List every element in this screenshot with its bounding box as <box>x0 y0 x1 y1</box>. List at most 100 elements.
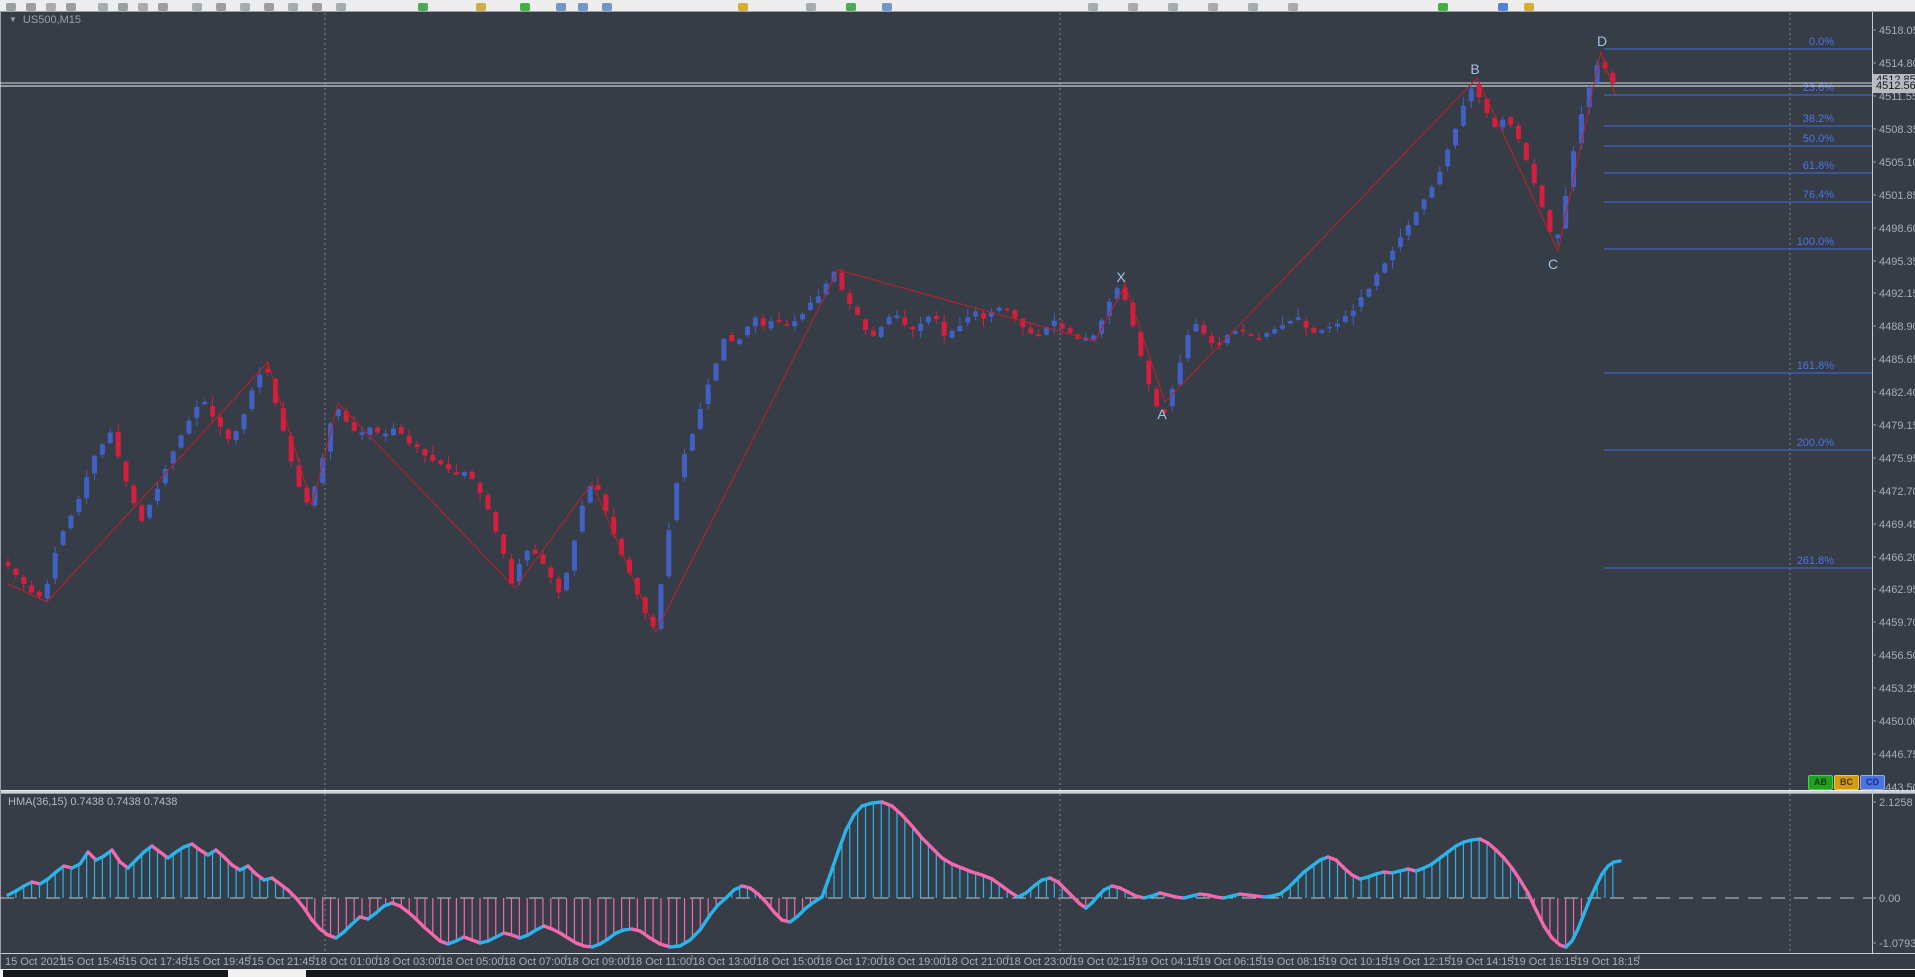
time-axis-label: 15 Oct 17:45 <box>125 956 188 968</box>
candle-body <box>107 432 113 444</box>
candle-body <box>92 455 98 474</box>
hma-line-segment <box>648 936 662 946</box>
candle-body <box>800 314 806 320</box>
toolbar-icon-fragment[interactable] <box>556 3 566 11</box>
toolbar-icon-fragment[interactable] <box>738 3 748 11</box>
price-axis-label: 4462.95 <box>1879 584 1915 596</box>
toolbar-icon-fragment[interactable] <box>288 3 298 11</box>
candle-body <box>682 453 688 478</box>
candle-body <box>1287 321 1293 324</box>
pattern-point-label: A <box>1157 406 1167 422</box>
hma-line-segment <box>1494 848 1506 860</box>
candle-body <box>1358 297 1364 307</box>
candle-body <box>1563 195 1569 229</box>
toolbar-icon-fragment[interactable] <box>46 3 56 11</box>
candle-body <box>60 531 66 545</box>
toolbar-icon-fragment[interactable] <box>1128 3 1138 11</box>
candle-body <box>217 417 223 427</box>
candle-body <box>1319 330 1325 333</box>
hma-line-segment <box>1064 888 1076 900</box>
candle-body <box>406 436 412 444</box>
toolbar-icon-fragment[interactable] <box>882 3 892 11</box>
price-axis-label: 4459.70 <box>1879 617 1915 629</box>
candle-body <box>902 317 908 325</box>
toolbar-icon-fragment[interactable] <box>846 3 856 11</box>
fib-level-label: 50.0% <box>1803 133 1834 145</box>
toolbar-icon-fragment[interactable] <box>418 3 428 11</box>
symbol-timeframe-label[interactable]: ▼ US500,M15 <box>9 14 81 26</box>
toolbar-icon-fragment[interactable] <box>26 3 36 11</box>
clipped-window-block <box>306 970 1915 977</box>
toolbar-icon-fragment[interactable] <box>6 3 16 11</box>
toolbar-icon-fragment[interactable] <box>1498 3 1508 11</box>
toolbar-icon-fragment[interactable] <box>98 3 108 11</box>
candle-body <box>272 378 278 403</box>
toolbar-icon-fragment[interactable] <box>336 3 346 11</box>
toolbar-icon-fragment[interactable] <box>138 3 148 11</box>
toolbar-icon-fragment[interactable] <box>602 3 612 11</box>
candle-body <box>941 321 947 336</box>
hma-line-segment <box>1286 878 1298 890</box>
fib-level-label: 0.0% <box>1809 36 1834 48</box>
hma-line-segment <box>1024 884 1036 895</box>
price-axis-label: 4518.05 <box>1879 25 1915 37</box>
candle-body <box>1114 288 1120 299</box>
candle-body <box>1445 149 1451 167</box>
toolbar-icon-fragment[interactable] <box>1168 3 1178 11</box>
toolbar-icon-fragment[interactable] <box>240 3 250 11</box>
toolbar-icon-fragment[interactable] <box>118 3 128 11</box>
candle-body <box>776 319 782 322</box>
candle-body <box>202 401 208 405</box>
candle-body <box>233 431 239 441</box>
pattern-leg-cd-button[interactable]: CD <box>1860 775 1885 790</box>
toolbar-icon-fragment[interactable] <box>192 3 202 11</box>
toolbar-icon-fragment[interactable] <box>520 3 530 11</box>
candle-body <box>477 483 483 493</box>
toolbar-icon-fragment[interactable] <box>1438 3 1448 11</box>
hma-line-segment <box>990 877 1004 888</box>
toolbar-icon-fragment[interactable] <box>66 3 76 11</box>
toolbar-icon-fragment[interactable] <box>264 3 274 11</box>
candle-body <box>430 454 436 461</box>
candle-body <box>815 296 821 303</box>
hma-line-segment <box>1570 927 1580 943</box>
toolbar-icon-fragment[interactable] <box>476 3 486 11</box>
candle-body <box>666 530 672 577</box>
toolbar-icon-fragment[interactable] <box>158 3 168 11</box>
hma-line-segment <box>222 855 234 867</box>
candle-body <box>1303 321 1309 328</box>
toolbar-icon-fragment[interactable] <box>806 3 816 11</box>
pattern-leg-ab-button[interactable]: AB <box>1808 775 1833 790</box>
price-axis-label: 4505.10 <box>1879 157 1915 169</box>
toolbar-icon-fragment[interactable] <box>312 3 322 11</box>
hma-line-segment <box>960 866 974 874</box>
candle-body <box>823 283 829 295</box>
candle-body <box>99 444 105 455</box>
toolbar-icon-fragment[interactable] <box>1088 3 1098 11</box>
candle-body <box>1043 327 1049 335</box>
time-axis-label: 19 Oct 06:15 <box>1199 956 1262 968</box>
toolbar-icon-fragment[interactable] <box>1248 3 1258 11</box>
candle-body <box>1555 234 1561 239</box>
hma-line-segment <box>708 903 720 917</box>
hma-line-segment <box>126 858 138 870</box>
symbol-dropdown-icon[interactable]: ▼ <box>9 15 17 24</box>
hma-line-segment <box>1294 870 1306 882</box>
toolbar-icon-fragment[interactable] <box>1288 3 1298 11</box>
toolbar-icon-fragment[interactable] <box>1524 3 1534 11</box>
candle-body <box>1067 328 1073 333</box>
candle-body <box>1492 117 1498 128</box>
toolbar-icon-fragment[interactable] <box>1208 3 1218 11</box>
hma-line-segment <box>294 896 306 910</box>
time-axis-label: 18 Oct 03:00 <box>378 956 441 968</box>
candle-body <box>1586 87 1592 108</box>
pattern-point-label: X <box>1116 269 1126 285</box>
candle-body <box>1138 331 1144 356</box>
pattern-leg-bc-button[interactable]: BC <box>1834 775 1859 790</box>
candle-body <box>1012 310 1018 318</box>
candle-body <box>642 597 648 613</box>
toolbar-icon-fragment[interactable] <box>578 3 588 11</box>
candle-body <box>5 562 11 566</box>
toolbar-icon-fragment[interactable] <box>216 3 226 11</box>
